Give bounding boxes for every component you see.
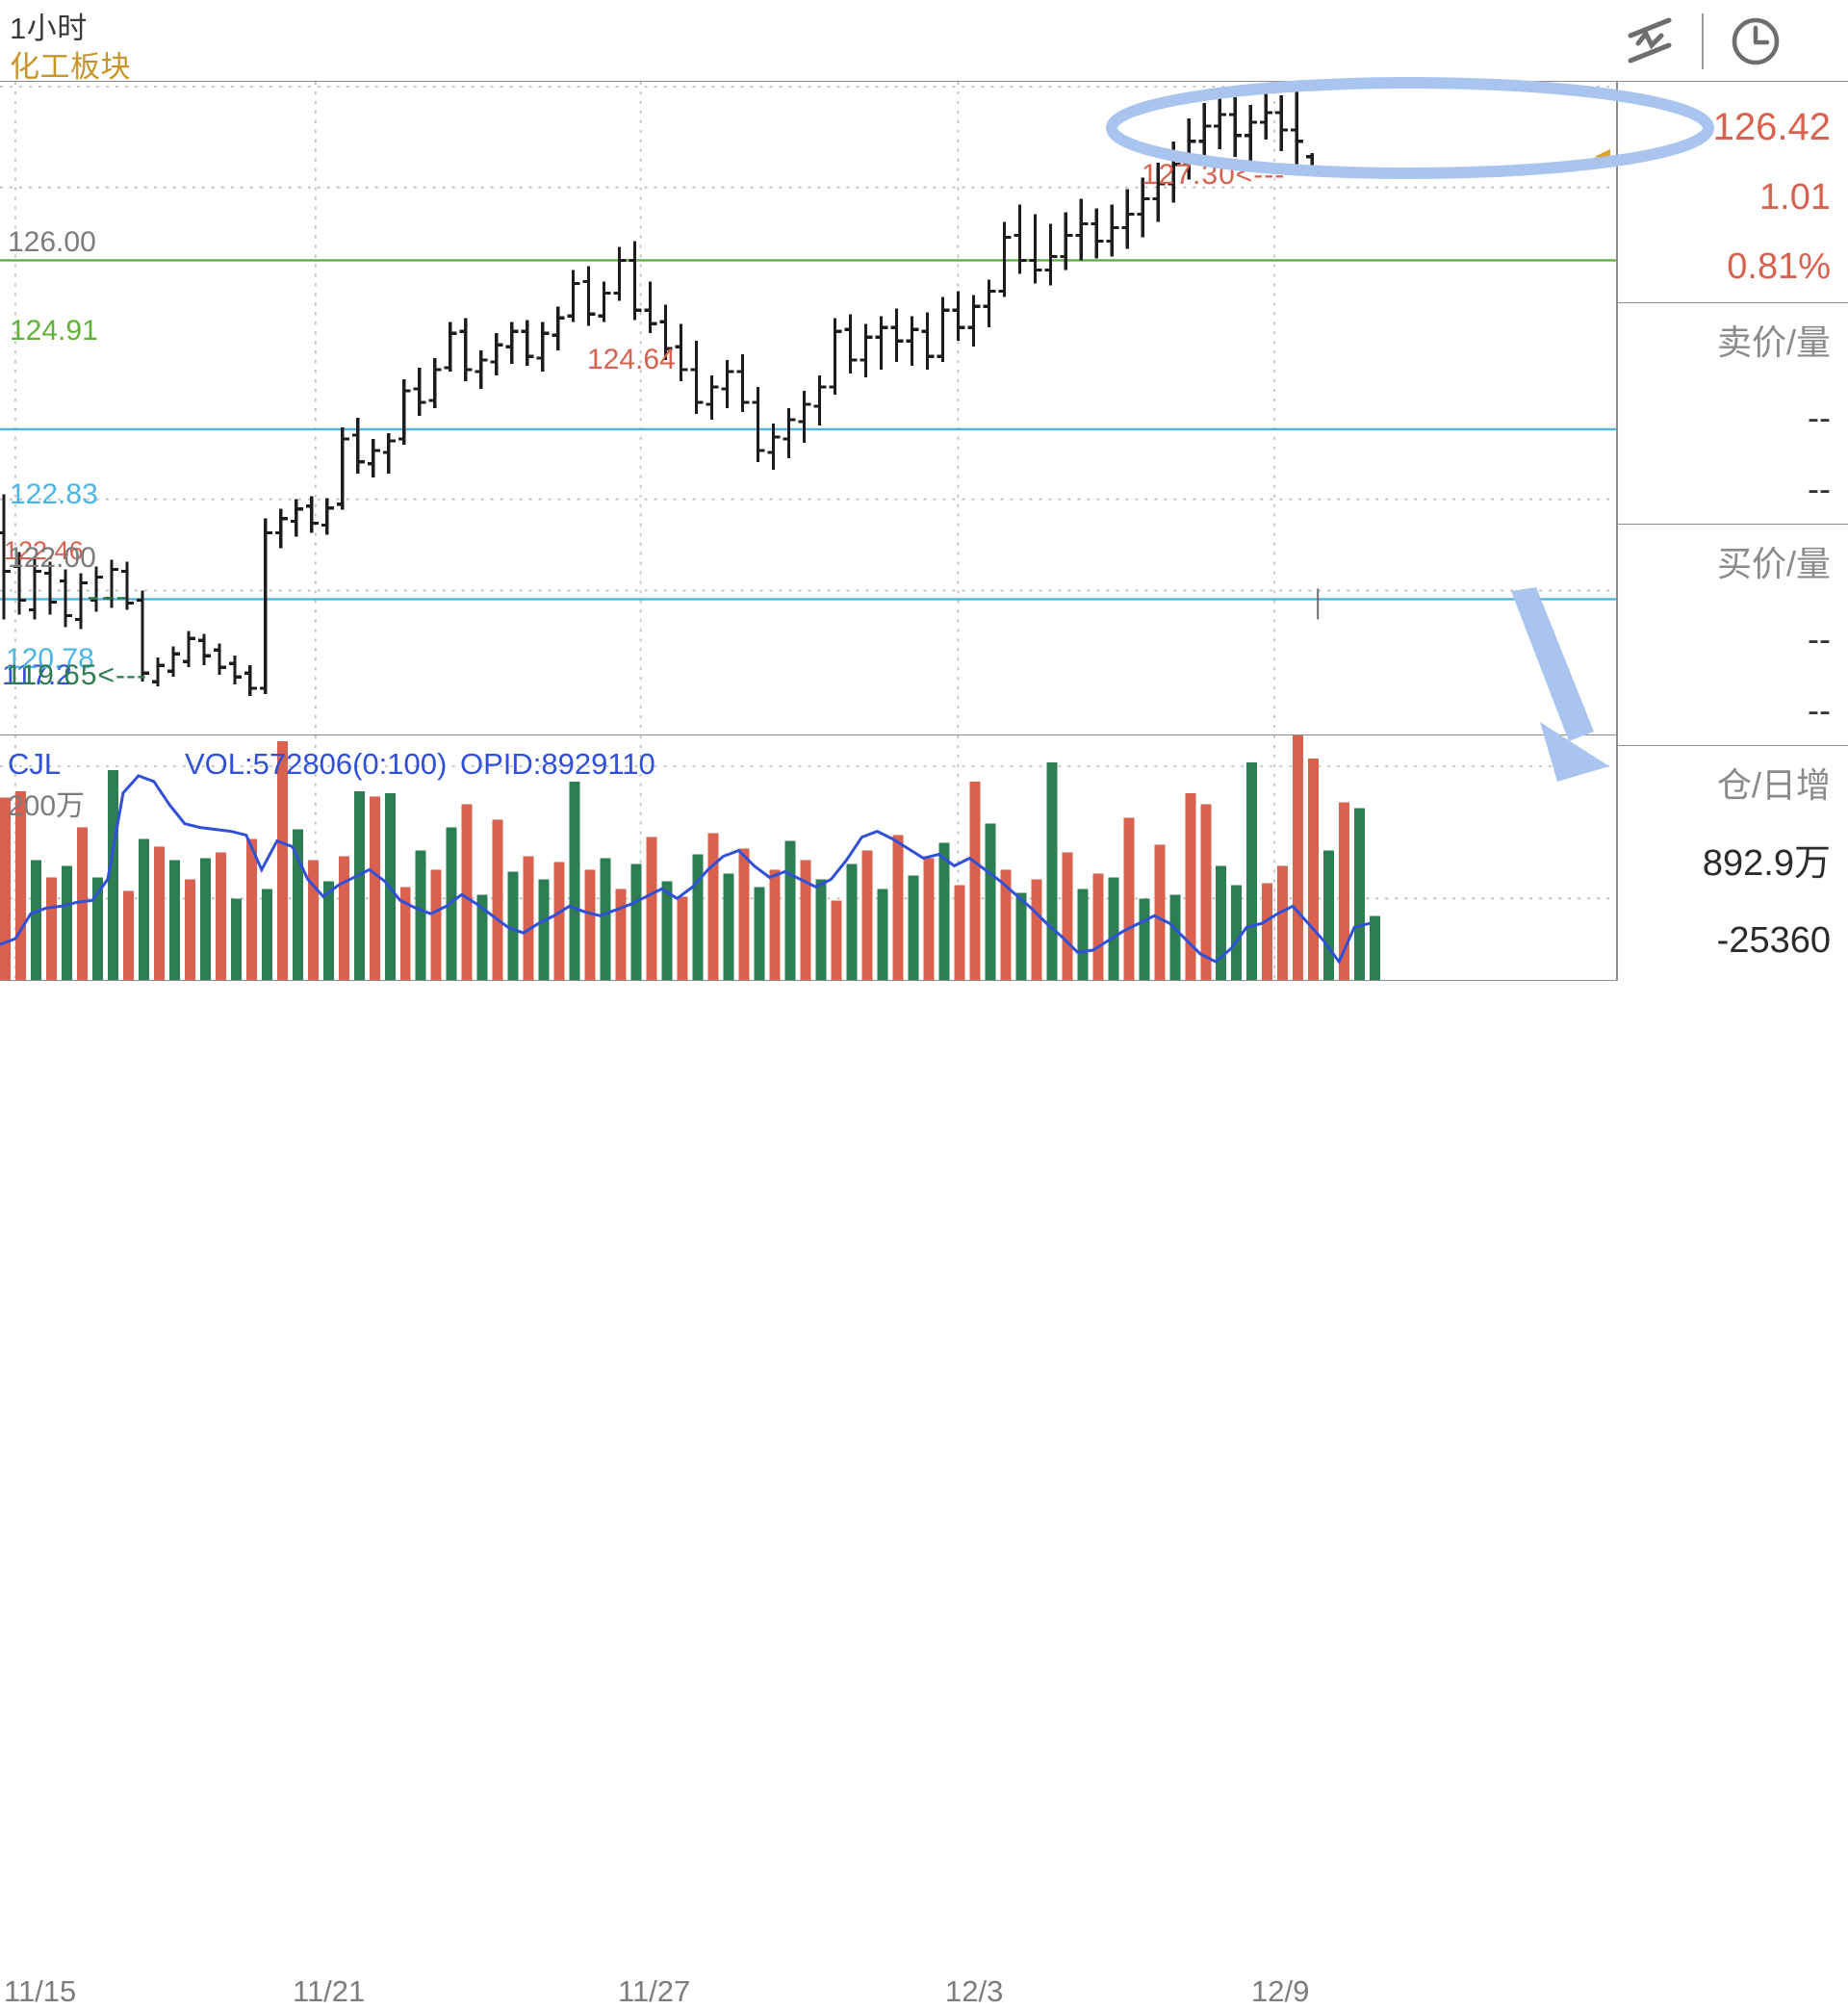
bid-block: 买价/量 -- -- [1618,525,1848,746]
clock-icon[interactable] [1729,14,1783,68]
volume-chart-svg [0,735,1616,980]
ask-block: 卖价/量 -- -- [1618,303,1848,525]
price-change-percent: 0.81% [1727,246,1831,287]
quote-price-block: 126.42 1.01 0.81% [1618,82,1848,303]
price-chart-svg [0,82,1616,734]
bid-price-value: -- [1808,619,1831,658]
last-price-value: 126.42 [1712,106,1831,148]
price-overlap-label-blue: 117.2 [2,659,72,691]
ask-price-value: -- [1808,398,1831,437]
price-refline-label-cyan-upper: 122.83 [10,478,98,510]
chart-period-label: 1小时 [10,12,88,45]
opid-label: OPID:8929110 [460,747,655,781]
instrument-name-label: 化工板块 [10,50,131,84]
bid-header: 买价/量 [1716,544,1831,583]
position-value: 892.9万 [1702,843,1831,884]
price-change-value: 1.01 [1759,177,1831,218]
x-tick-3: 12/3 [945,1974,1004,2008]
price-overlap-label-red: 122.46 [4,536,84,565]
x-axis: 11/15 11/21 11/27 12/3 12/9 [0,981,1617,2008]
position-header: 仓/日增 [1716,765,1831,805]
x-tick-2: 11/27 [618,1974,691,2008]
vol-label: VOL:572806(0:100) [185,747,448,781]
bid-volume-value: -- [1808,690,1831,730]
volume-chart-pane[interactable]: CJL VOL:572806(0:100) OPID:8929110 200万 [0,735,1617,981]
position-daily-change: -25360 [1716,920,1831,961]
x-tick-0: 11/15 [4,1974,77,2008]
ask-volume-value: -- [1808,469,1831,508]
price-chart-pane[interactable]: 126.00 124.91 122.83 122.46 122.00 124.6… [0,81,1617,735]
position-block: 仓/日增 892.9万 -25360 [1618,746,1848,980]
scale-200w-label: 200万 [8,790,86,822]
price-gridlabel-126: 126.00 [8,226,96,258]
header-divider [1702,13,1704,69]
price-annotation-11965: 119.65<--- [6,659,148,691]
price-annotation-12730: 127.30<--- [1142,159,1286,191]
last-price-marker [1595,148,1611,165]
cjl-label: CJL [8,747,62,781]
indicator-icon[interactable] [1623,14,1677,68]
price-annotation-12464: 124.64 [587,344,676,375]
price-refline-label-cyan-lower: 120.78 [6,643,94,675]
x-tick-1: 11/21 [293,1974,366,2008]
ask-header: 卖价/量 [1716,322,1831,362]
volume-ma-line [0,774,1371,966]
x-tick-4: 12/9 [1251,1974,1310,2008]
quote-side-panel[interactable]: 126.42 1.01 0.81% 卖价/量 -- -- 买价/量 -- -- … [1617,81,1848,981]
price-gridlabel-122: 122.00 [8,542,96,574]
price-refline-label-green: 124.91 [10,315,98,347]
header-icon-group [1623,13,1783,69]
